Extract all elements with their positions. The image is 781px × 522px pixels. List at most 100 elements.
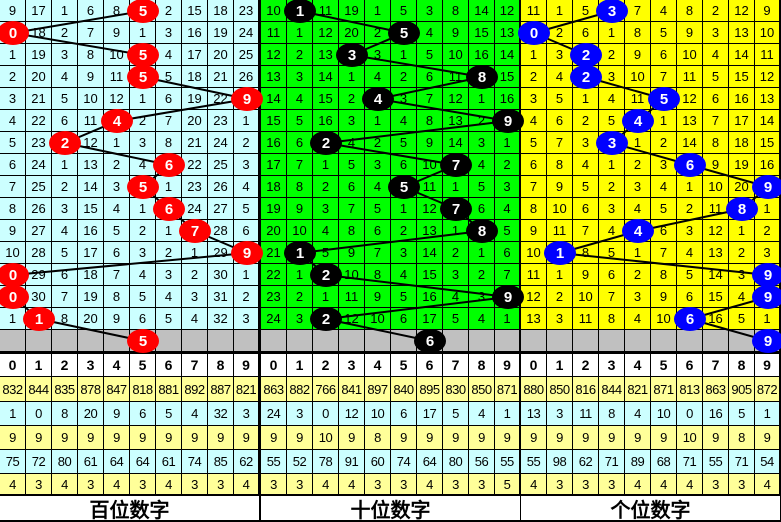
hundreds-stat-cell: 9 xyxy=(234,426,259,450)
tens-cell: 1 xyxy=(287,22,313,44)
hundreds-cell: 26 xyxy=(234,66,259,88)
hundreds-stat-cell: 9 xyxy=(208,426,234,450)
hundreds-cell: 5 xyxy=(156,308,182,330)
units-cell: 2 xyxy=(521,66,547,88)
units-ball-digit-9: 9 xyxy=(752,175,781,199)
tens-stat-cell: 5 xyxy=(443,402,469,426)
hundreds-cell: 2 xyxy=(234,132,259,154)
hundreds-cell: 4 xyxy=(104,198,130,220)
tens-cell: 4 xyxy=(469,154,495,176)
tens-digit-header: 5 xyxy=(391,354,417,377)
tens-cell: 2 xyxy=(391,66,417,88)
hundreds-stat-cell: 0 xyxy=(26,402,52,426)
units-stat-cell: 10 xyxy=(651,402,677,426)
units-stat-cell: 3 xyxy=(547,474,573,495)
units-stat-cell: 9 xyxy=(755,426,780,450)
units-cell: 8 xyxy=(521,198,547,220)
units-cell: 5 xyxy=(599,242,625,264)
tens-stat-cell: 4 xyxy=(313,474,339,495)
hundreds-cell: 31 xyxy=(208,286,234,308)
hundreds-cell: 9 xyxy=(0,0,26,22)
hundreds-ball-digit-7: 7 xyxy=(179,219,211,243)
hundreds-cell: 6 xyxy=(234,220,259,242)
tens-cell: 16 xyxy=(417,286,443,308)
tens-stat-cell: 60 xyxy=(365,450,391,474)
hundreds-cell: 1 xyxy=(104,132,130,154)
hundreds-stat-cell: 878 xyxy=(78,377,104,402)
units-cell: 1 xyxy=(729,220,755,242)
tens-cell: 13 xyxy=(261,66,287,88)
tens-cell: 6 xyxy=(365,220,391,242)
units-cell: 9 xyxy=(677,22,703,44)
hundreds-cell: 8 xyxy=(104,286,130,308)
hundreds-stat-cell: 75 xyxy=(0,450,26,474)
hundreds-cell: 1 xyxy=(52,0,78,22)
units-stat-cell: 872 xyxy=(755,377,780,402)
units-ball-digit-3: 3 xyxy=(596,0,628,23)
units-ball-digit-0: 0 xyxy=(518,21,550,45)
tens-cell: 7 xyxy=(495,264,520,286)
tens-ball-digit-9: 9 xyxy=(492,109,524,133)
units-cell: 3 xyxy=(625,176,651,198)
units-cell: 6 xyxy=(573,22,599,44)
hundreds-cell: 3 xyxy=(234,308,259,330)
tens-cell: 6 xyxy=(469,198,495,220)
hundreds-cell: 25 xyxy=(234,44,259,66)
units-stat-cell: 3 xyxy=(703,474,729,495)
hundreds-stat-cell: 62 xyxy=(234,450,259,474)
hundreds-stat-cell: 4 xyxy=(156,474,182,495)
hundreds-cell: 30 xyxy=(208,264,234,286)
tens-cell: 2 xyxy=(443,242,469,264)
units-cell: 9 xyxy=(651,286,677,308)
hundreds-cell: 10 xyxy=(0,242,26,264)
tens-stat-cell: 9 xyxy=(469,426,495,450)
hundreds-cell: 18 xyxy=(78,264,104,286)
tens-cell: 1 xyxy=(313,286,339,308)
tens-cell: 8 xyxy=(365,264,391,286)
units-cell: 14 xyxy=(703,264,729,286)
hundreds-cell: 25 xyxy=(208,154,234,176)
tens-ball-digit-8: 8 xyxy=(466,219,498,243)
units-stat-cell: 71 xyxy=(599,450,625,474)
tens-cell: 5 xyxy=(365,198,391,220)
tens-cell: 9 xyxy=(287,198,313,220)
units-cell: 6 xyxy=(547,110,573,132)
hundreds-cell: 19 xyxy=(78,286,104,308)
units-cell: 1 xyxy=(677,176,703,198)
tens-cell: 4 xyxy=(469,308,495,330)
hundreds-cell: 3 xyxy=(156,22,182,44)
hundreds-cell: 17 xyxy=(78,242,104,264)
tens-stat-cell: 766 xyxy=(313,377,339,402)
hundreds-cell xyxy=(208,330,234,352)
hundreds-digit-header: 7 xyxy=(182,354,208,377)
units-cell: 5 xyxy=(573,176,599,198)
hundreds-ball-digit-9: 9 xyxy=(231,87,263,111)
hundreds-stat-cell: 9 xyxy=(78,426,104,450)
tens-digit-header: 8 xyxy=(469,354,495,377)
units-cell: 12 xyxy=(729,0,755,22)
hundreds-stat-cell: 85 xyxy=(208,450,234,474)
hundreds-stat-cell: 3 xyxy=(182,474,208,495)
units-cell: 4 xyxy=(651,0,677,22)
units-cell: 2 xyxy=(599,176,625,198)
units-panel-label: 个位数字 xyxy=(521,496,780,522)
units-stat-cell: 4 xyxy=(755,474,780,495)
hundreds-cell: 6 xyxy=(0,154,26,176)
units-ball-digit-6: 6 xyxy=(674,307,706,331)
tens-cell: 1 xyxy=(469,88,495,110)
tens-cell: 14 xyxy=(469,0,495,22)
units-stat-cell: 71 xyxy=(677,450,703,474)
hundreds-cell: 26 xyxy=(26,198,52,220)
tens-stat-cell: 895 xyxy=(417,377,443,402)
hundreds-stat-cell: 892 xyxy=(182,377,208,402)
units-cell: 10 xyxy=(677,44,703,66)
tens-stat-cell: 3 xyxy=(287,402,313,426)
tens-digit-header: 0 xyxy=(261,354,287,377)
hundreds-cell: 1 xyxy=(130,22,156,44)
tens-cell: 6 xyxy=(417,66,443,88)
tens-cell: 5 xyxy=(495,220,520,242)
tens-cell: 1 xyxy=(391,44,417,66)
hundreds-cell: 3 xyxy=(156,264,182,286)
hundreds-stat-cell: 64 xyxy=(130,450,156,474)
tens-cell: 15 xyxy=(495,66,520,88)
